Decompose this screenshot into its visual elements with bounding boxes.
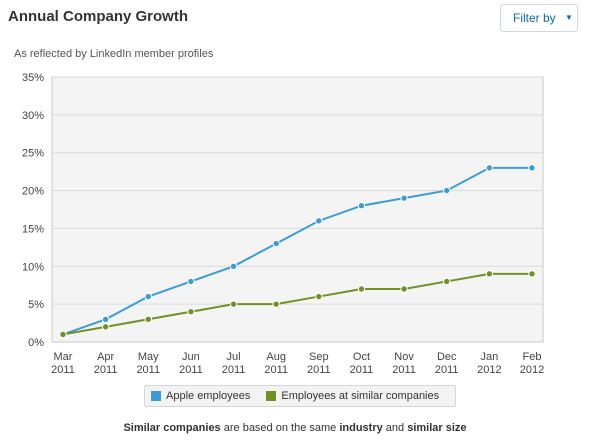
footnote-similar-size: similar size — [407, 422, 467, 434]
growth-chart-svg: 0%5%10%15%20%25%30%35%Mar2011Apr2011May2… — [22, 72, 544, 376]
growth-chart: 0% 5% 10% 15% 20% 25% 30% 35% Mar 2011 Apr 2011 May 2… — [0, 60, 590, 410]
x-tick-label-year: 2012 — [477, 364, 501, 376]
y-tick-label: 15% — [22, 223, 44, 235]
similar-series-point — [272, 300, 280, 308]
legend-swatch-similar — [266, 391, 277, 401]
chart-footnote: Similar companies are based on the same … — [0, 422, 590, 434]
similar-series-point — [101, 323, 110, 331]
apple-series-point — [101, 315, 110, 323]
similar-series-point — [443, 277, 451, 286]
apple-series-point — [400, 194, 408, 202]
x-tick-label: Jun — [182, 351, 200, 363]
apple-series-line — [62, 166, 532, 336]
x-tick-label: Dec — [437, 351, 457, 363]
plot-area — [51, 76, 544, 343]
x-tick-label-year: 2011 — [222, 364, 246, 376]
similar-series-point — [59, 330, 67, 339]
x-tick-label-year: 2011 — [94, 364, 118, 376]
x-tick-label: Sep — [309, 351, 329, 363]
chart-legend: Apple employees Employees at similar com… — [144, 385, 456, 407]
caret-down-icon: ▼ — [565, 13, 573, 22]
apple-series-point — [187, 277, 195, 286]
footnote-industry: industry — [339, 422, 383, 434]
similar-series-point — [187, 308, 195, 316]
x-tick-label: Aug — [266, 351, 286, 363]
x-tick-label: Jul — [227, 351, 241, 363]
y-tick-label: 20% — [22, 186, 44, 198]
apple-series-point — [272, 239, 280, 248]
x-tick-label: Nov — [394, 351, 414, 363]
filter-button[interactable]: Filter by ▼ — [500, 4, 578, 32]
apple-series-point — [357, 202, 366, 210]
apple-series-point — [443, 186, 451, 195]
legend-label-similar: Employees at similar companies — [281, 390, 440, 402]
similar-series-line — [62, 272, 532, 336]
apple-series-point — [485, 164, 494, 172]
x-tick-label-year: 2011 — [307, 364, 331, 376]
legend-item-similar[interactable]: Employees at similar companies — [266, 390, 439, 402]
x-tick-label-year: 2011 — [51, 364, 75, 376]
x-tick-label: Oct — [353, 351, 370, 363]
similar-series-point — [485, 270, 494, 278]
chart-subtitle: As reflected by LinkedIn member profiles — [14, 48, 214, 60]
y-tick-label: 35% — [22, 72, 44, 84]
legend-item-apple[interactable]: Apple employees — [151, 390, 250, 402]
apple-series-point — [315, 217, 323, 225]
footnote-text-2: and — [382, 422, 408, 434]
y-tick-label: 25% — [22, 148, 44, 160]
x-tick-label: Feb — [523, 351, 542, 363]
filter-button-label: Filter by — [513, 11, 556, 25]
x-tick-label-year: 2011 — [179, 364, 203, 376]
legend-label-apple: Apple employees — [166, 390, 251, 402]
x-tick-label-year: 2011 — [264, 364, 288, 376]
apple-series-point — [144, 292, 152, 301]
x-tick-label-year: 2011 — [350, 364, 374, 376]
similar-series-point — [528, 270, 536, 278]
x-tick-label-year: 2012 — [520, 364, 544, 376]
footnote-similar-companies: Similar companies — [123, 422, 221, 434]
x-tick-label: Mar — [54, 351, 73, 363]
x-tick-label: Jan — [480, 351, 498, 363]
x-tick-label-year: 2011 — [136, 364, 160, 376]
x-tick-label-year: 2011 — [392, 364, 416, 376]
x-tick-label-year: 2011 — [435, 364, 459, 376]
y-tick-label: 5% — [28, 299, 44, 311]
x-tick-label: Apr — [97, 351, 114, 363]
similar-series-point — [315, 292, 323, 301]
legend-swatch-apple — [151, 391, 161, 401]
similar-series-point — [357, 285, 366, 293]
y-tick-label: 10% — [22, 261, 44, 273]
y-tick-label: 0% — [28, 337, 44, 349]
page-title: Annual Company Growth — [8, 8, 188, 25]
similar-series-point — [144, 315, 152, 323]
apple-series-point — [229, 262, 238, 270]
x-tick-label: May — [138, 351, 159, 363]
footnote-text-1: are based on the same — [220, 422, 340, 434]
y-tick-label: 30% — [22, 110, 44, 122]
apple-series-point — [528, 164, 536, 172]
similar-series-point — [229, 300, 238, 308]
similar-series-point — [400, 285, 408, 293]
